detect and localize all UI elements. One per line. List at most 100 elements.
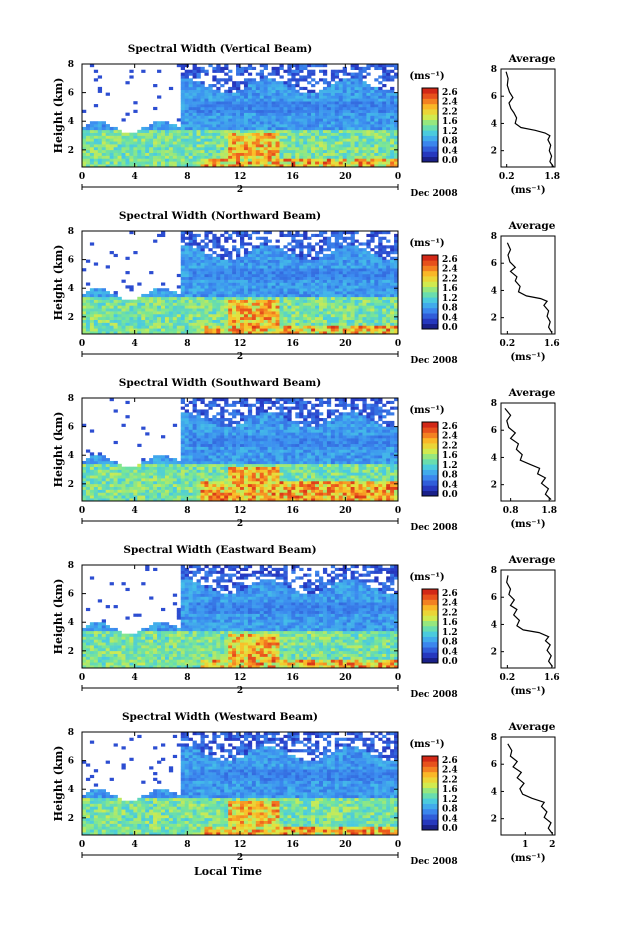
heatmap-cell — [326, 92, 332, 96]
heatmap-cell — [125, 141, 130, 145]
heatmap-cell — [168, 161, 174, 165]
average-y-tick-label: 6 — [491, 92, 497, 102]
heatmap-cell — [394, 322, 399, 326]
heatmap-cell — [145, 152, 150, 156]
colorbar-segment — [422, 260, 438, 266]
heatmap-cell — [283, 293, 288, 298]
heatmap-cell — [275, 248, 280, 252]
heatmap-cell — [370, 313, 375, 318]
heatmap-cell — [200, 279, 205, 283]
heatmap-cell — [224, 325, 229, 329]
heatmap-cell — [208, 253, 213, 258]
heatmap-cell — [216, 236, 221, 240]
heatmap-cell — [89, 135, 95, 139]
heatmap-cell — [164, 486, 170, 490]
heatmap-cell — [374, 483, 379, 487]
heatmap-cell — [330, 86, 336, 91]
y-tick-label: 4 — [68, 284, 74, 294]
heatmap-cell — [220, 262, 225, 266]
heatmap — [82, 398, 399, 502]
heatmap-cell — [346, 144, 351, 148]
heatmap-cell — [157, 69, 162, 73]
heatmap-cell — [82, 325, 87, 329]
heatmap-cell — [247, 72, 253, 76]
heatmap-cell — [382, 138, 387, 142]
heatmap-cell — [89, 288, 95, 292]
heatmap-cell — [247, 492, 253, 496]
heatmap-cell — [236, 322, 241, 326]
heatmap-cell — [184, 486, 189, 490]
heatmap-cell — [330, 78, 336, 82]
heatmap-cell — [263, 242, 268, 246]
heatmap-cell — [354, 268, 359, 272]
heatmap-cell — [362, 325, 367, 329]
heatmap-cell — [236, 325, 241, 329]
heatmap-cell — [93, 126, 99, 131]
heatmap-cell — [224, 319, 229, 323]
heatmap-cell — [386, 135, 391, 139]
heatmap-cell — [382, 72, 387, 76]
heatmap-cell — [200, 155, 205, 159]
heatmap-cell — [129, 161, 134, 165]
heatmap-cell — [251, 291, 257, 295]
heatmap-cell — [192, 486, 197, 490]
heatmap-cell — [232, 279, 237, 283]
heatmap-cell — [275, 144, 280, 148]
heatmap-cell — [137, 325, 142, 329]
heatmap-cell — [338, 106, 343, 111]
heatmap-cell — [342, 104, 347, 108]
heatmap-cell — [342, 251, 347, 255]
heatmap-cell — [208, 319, 213, 323]
heatmap-cell — [322, 239, 328, 243]
heatmap-cell — [271, 86, 276, 91]
heatmap-cell — [338, 293, 343, 298]
heatmap-cell — [299, 262, 304, 266]
heatmap-cell — [133, 328, 138, 332]
heatmap-cell — [204, 233, 209, 238]
heatmap-cell — [125, 302, 130, 306]
heatmap-cell — [366, 135, 371, 139]
heatmap-cell — [394, 109, 399, 113]
heatmap-cell — [330, 305, 336, 309]
heatmap-cell — [275, 132, 280, 136]
heatmap-cell — [315, 296, 320, 300]
heatmap-cell — [390, 141, 395, 145]
heatmap-cell — [279, 144, 284, 148]
heatmap-cell — [283, 161, 288, 165]
heatmap-cell — [322, 64, 328, 68]
heatmap-cell — [299, 138, 304, 142]
heatmap-cell — [263, 492, 268, 496]
heatmap-cell — [184, 302, 189, 306]
heatmap-cell — [168, 164, 174, 168]
heatmap-cell — [326, 265, 332, 269]
heatmap-cell — [326, 262, 332, 266]
heatmap-cell — [232, 276, 237, 280]
heatmap-cell — [291, 109, 296, 113]
heatmap-cell — [358, 262, 363, 266]
heatmap-cell — [319, 483, 324, 487]
heatmap-cell — [204, 256, 209, 260]
heatmap-cell — [247, 276, 253, 280]
heatmap-cell — [279, 293, 284, 298]
heatmap-cell — [240, 259, 245, 263]
heatmap-cell — [243, 129, 249, 133]
heatmap-cell — [283, 279, 288, 283]
heatmap-cell — [358, 316, 363, 320]
heatmap-cell — [105, 152, 110, 156]
heatmap-cell — [228, 285, 233, 289]
heatmap-cell — [192, 135, 197, 139]
heatmap-cell — [346, 84, 351, 88]
heatmap-cell — [287, 305, 292, 309]
heatmap-cell — [224, 124, 229, 128]
heatmap-cell — [374, 135, 379, 139]
heatmap-cell — [141, 316, 146, 320]
heatmap-cell — [346, 302, 351, 306]
heatmap-cell — [394, 126, 399, 131]
heatmap-cell — [354, 101, 359, 105]
heatmap-cell — [224, 161, 229, 165]
heatmap-cell — [224, 72, 229, 76]
heatmap-cell — [291, 279, 296, 283]
heatmap-cell — [145, 146, 150, 151]
heatmap-cell — [224, 231, 229, 235]
heatmap-cell — [378, 161, 383, 165]
